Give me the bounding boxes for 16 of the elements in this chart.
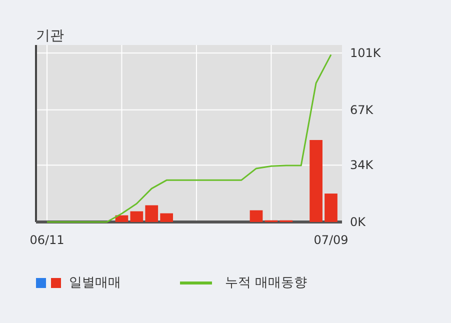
y-tick-label: 0K xyxy=(350,215,367,229)
bar xyxy=(160,213,174,222)
bar xyxy=(324,194,338,222)
line-series xyxy=(46,54,332,223)
x-tick-label: 06/11 xyxy=(30,233,64,247)
y-tick-label: 34K xyxy=(350,158,374,172)
y-tick-label: 67K xyxy=(350,102,374,117)
bar xyxy=(250,210,263,222)
x-tick-label: 07/09 xyxy=(314,233,348,247)
bar xyxy=(130,211,144,222)
y-tick-label: 101K xyxy=(350,46,382,60)
bar xyxy=(310,140,322,222)
bar xyxy=(145,205,158,222)
chart-title: 기관 xyxy=(36,28,64,44)
legend-label: 누적 매매동향 xyxy=(225,276,308,290)
legend-label: 일별매매 xyxy=(69,276,121,290)
